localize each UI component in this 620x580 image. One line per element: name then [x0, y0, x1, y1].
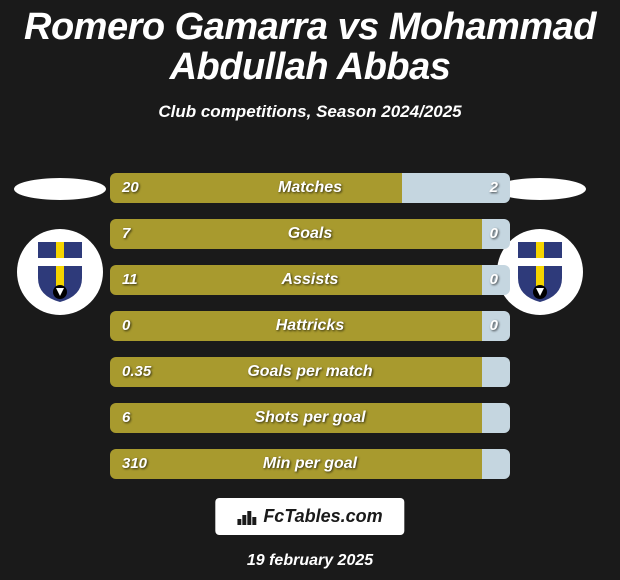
stat-bar-row: Goals7 0 [110, 219, 510, 249]
stat-bar-row: Matches20 2 [110, 173, 510, 203]
brand-text: FcTables.com [263, 506, 382, 527]
stat-bar-right-value: 2 [490, 173, 498, 203]
stat-bar-row: Hattricks0 0 [110, 311, 510, 341]
stat-bar-label: Shots per goal [110, 403, 510, 433]
stat-bar-label: Hattricks [110, 311, 510, 341]
comparison-subtitle: Club competitions, Season 2024/2025 [0, 102, 620, 122]
stat-bar-label: Matches [110, 173, 510, 203]
stat-bar-left-value: 7 [122, 219, 130, 249]
stat-bar-right-value: 0 [490, 311, 498, 341]
stat-bar-row: Shots per goal6 [110, 403, 510, 433]
stat-bar-label: Goals [110, 219, 510, 249]
stat-bar-row: Goals per match0.35 [110, 357, 510, 387]
stat-bar-right-value: 0 [490, 265, 498, 295]
player1-oval [14, 178, 106, 200]
club-shield-icon [34, 240, 86, 304]
bars-icon [237, 509, 257, 525]
stat-bar-left-value: 0 [122, 311, 130, 341]
club-shield-icon [514, 240, 566, 304]
stat-bar-left-value: 0.35 [122, 357, 151, 387]
stat-bar-left-value: 20 [122, 173, 139, 203]
stat-bar-left-value: 310 [122, 449, 147, 479]
player1-club-badge [17, 229, 103, 315]
footer-date: 19 february 2025 [0, 552, 620, 570]
comparison-title: Romero Gamarra vs Mohammad Abdullah Abba… [0, 0, 620, 88]
stat-bar-label: Min per goal [110, 449, 510, 479]
stat-bar-row: Assists11 0 [110, 265, 510, 295]
stat-bar-left-value: 6 [122, 403, 130, 433]
stat-bar-right-value: 0 [490, 219, 498, 249]
stat-bar-label: Goals per match [110, 357, 510, 387]
stat-bar-left-value: 11 [122, 265, 138, 295]
stats-bars: Matches202Goals70Assists110Hattricks00Go… [110, 173, 510, 495]
stat-bar-label: Assists [110, 265, 510, 295]
brand-footer: FcTables.com [215, 498, 404, 535]
stat-bar-row: Min per goal310 [110, 449, 510, 479]
